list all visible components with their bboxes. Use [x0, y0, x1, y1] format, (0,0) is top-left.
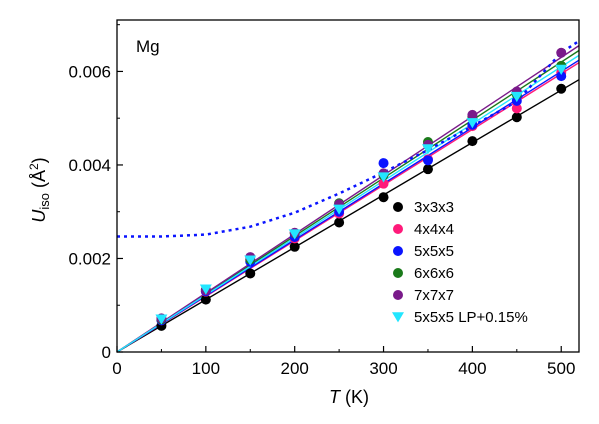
point-series-6-6 — [377, 172, 390, 183]
point-series-5-10 — [556, 47, 567, 58]
point-series-2-6 — [378, 178, 389, 189]
y-tick-label: 0 — [102, 343, 111, 362]
point-series-3-7 — [422, 155, 433, 166]
x-tick-label: 400 — [458, 359, 486, 378]
legend-marker-5 — [393, 290, 403, 300]
point-series-1-6 — [378, 192, 389, 203]
legend-marker-6 — [392, 312, 404, 323]
legend-label-2: 4x4x4 — [414, 221, 454, 238]
x-axis-label-symbol: T — [329, 387, 342, 407]
point-series-6-10 — [555, 64, 568, 75]
legend-label-3: 5x5x5 — [414, 243, 454, 260]
point-series-1-9 — [511, 112, 522, 123]
point-series-2-9 — [511, 103, 522, 114]
point-series-6-9 — [510, 91, 523, 103]
legend: 3x3x3 4x4x4 5x5x5 6x6x6 7x7x7 5x5x5 LP+0.15% — [392, 199, 528, 326]
x-tick-label: 100 — [192, 359, 220, 378]
dashed-curve — [117, 39, 580, 238]
point-series-1-3 — [245, 268, 256, 279]
x-tick-label: 0 — [112, 359, 121, 378]
point-series-3-10 — [556, 71, 567, 82]
x-axis-label-unit: (K) — [340, 387, 369, 407]
legend-marker-4 — [393, 268, 403, 278]
x-tick-label: 500 — [547, 359, 575, 378]
point-series-6-2 — [199, 284, 212, 295]
point-series-1-5 — [334, 217, 345, 228]
y-tick-label: 0.006 — [68, 62, 111, 81]
point-series-1-2 — [200, 294, 211, 305]
point-series-6-5 — [333, 204, 346, 215]
data-points — [155, 47, 568, 331]
point-series-6-4 — [288, 229, 301, 240]
legend-marker-3 — [393, 246, 403, 256]
fit-line-5 — [116, 45, 580, 353]
y-axis-label-close: ) — [29, 157, 49, 163]
point-series-1-7 — [422, 164, 433, 175]
point-series-3-6 — [378, 158, 389, 169]
point-series-6-1 — [155, 314, 168, 325]
y-axis-label-symbol: U — [29, 209, 49, 223]
legend-label-1: 3x3x3 — [414, 199, 454, 216]
fit-lines — [116, 45, 580, 353]
x-tick-label: 200 — [281, 359, 309, 378]
point-series-1-4 — [289, 241, 300, 252]
y-tick-label: 0.002 — [68, 249, 111, 268]
fit-line-6 — [116, 54, 580, 353]
plot-frame — [116, 19, 580, 353]
point-series-6-7 — [421, 144, 434, 155]
y-tick-label: 0.004 — [68, 156, 111, 175]
panel-label: Mg — [136, 37, 160, 56]
y-axis-label-subscript: iso — [37, 193, 52, 210]
fit-line-1 — [116, 79, 580, 353]
point-series-1-8 — [467, 136, 478, 147]
legend-marker-2 — [393, 224, 403, 234]
x-tick-label: 300 — [369, 359, 397, 378]
point-series-6-8 — [466, 118, 479, 129]
y-axis-label-superscript: 2 — [27, 163, 41, 170]
axis-ticks: 0 100 200 300 400 500 0 0.002 0.004 0.006 — [68, 24, 575, 378]
point-series-6-3 — [244, 255, 257, 266]
y-axis-label: Uiso (Å2) — [27, 157, 52, 222]
point-series-5-8 — [467, 109, 478, 120]
legend-label-4: 6x6x6 — [414, 265, 454, 282]
legend-label-6: 5x5x5 LP+0.15% — [414, 309, 528, 326]
y-axis-label-unit: (Å — [29, 170, 49, 193]
legend-label-5: 7x7x7 — [414, 287, 454, 304]
x-axis-label: T (K) — [329, 387, 369, 407]
legend-marker-1 — [393, 202, 403, 212]
point-series-1-10 — [556, 83, 567, 94]
